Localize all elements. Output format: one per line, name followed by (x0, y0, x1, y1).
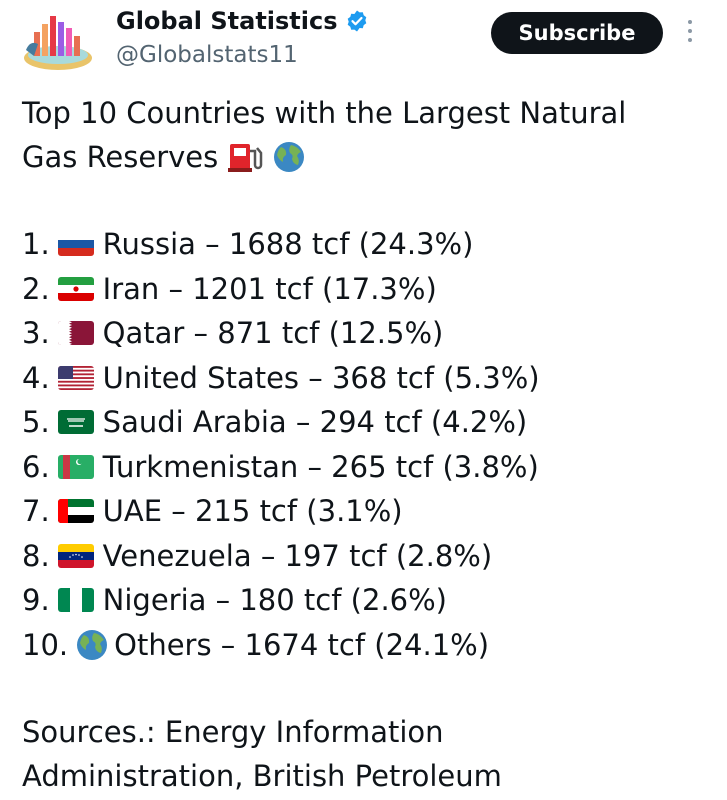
post-header: Global Statistics @Globalstats11 Subscri… (0, 0, 727, 80)
list-item-text: UAE – 215 tcf (3.1%) (102, 494, 403, 529)
list-item-number: 10. (22, 627, 69, 662)
globe-icon (76, 629, 108, 661)
venezuela-flag-icon (57, 543, 94, 568)
list-item-text: Qatar – 871 tcf (12.5%) (102, 316, 444, 351)
list-item: 2. Iran – 1201 tcf (17.3%) (22, 267, 540, 312)
list-item-number: 8. (22, 538, 50, 573)
turkmenistan-flag-icon (57, 454, 94, 479)
avatar[interactable] (20, 10, 96, 74)
list-item-number: 2. (22, 271, 50, 306)
usa-flag-icon (57, 365, 94, 390)
name-row: Global Statistics (116, 6, 369, 36)
title-line-1: Top 10 Countries with the Largest Natura… (22, 96, 627, 130)
list-item: 6. Turkmenistan – 265 tcf (3.8%) (22, 445, 540, 490)
list-item: 4. United States – 368 tcf (5.3%) (22, 356, 540, 401)
list-item-number: 1. (22, 227, 50, 262)
list-item: 9. Nigeria – 180 tcf (2.6%) (22, 578, 540, 623)
list-item-number: 6. (22, 449, 50, 484)
post-title: Top 10 Countries with the Largest Natura… (22, 91, 626, 185)
fuel-pump-icon (227, 141, 263, 185)
list-item-number: 7. (22, 494, 50, 529)
list-item-text: Turkmenistan – 265 tcf (3.8%) (102, 449, 539, 484)
sources-line-1: Sources.: Energy Information (22, 715, 444, 749)
subscribe-button[interactable]: Subscribe (491, 12, 663, 54)
display-name[interactable]: Global Statistics (116, 7, 338, 35)
list-item: 8. Venezuela – 197 tcf (2.8%) (22, 534, 540, 579)
more-options-icon[interactable] (684, 20, 696, 50)
list-item-text: Venezuela – 197 tcf (2.8%) (102, 538, 493, 573)
list-item: 5. Saudi Arabia – 294 tcf (4.2%) (22, 400, 540, 445)
globe-icon (273, 141, 305, 185)
list-item-number: 5. (22, 405, 50, 440)
list-item-text: Saudi Arabia – 294 tcf (4.2%) (102, 405, 528, 440)
list-item-text: Others – 1674 tcf (24.1%) (114, 627, 490, 662)
user-handle[interactable]: @Globalstats11 (116, 42, 298, 68)
list-item-number: 4. (22, 360, 50, 395)
nigeria-flag-icon (57, 588, 94, 613)
reserves-list: 1. Russia – 1688 tcf (24.3%) 2. Iran – 1201… (22, 222, 540, 667)
list-item-number: 3. (22, 316, 50, 351)
qatar-flag-icon (57, 321, 94, 346)
sources-line-2: Administration, British Petroleum (22, 759, 502, 793)
list-item: 7. UAE – 215 tcf (3.1%) (22, 489, 540, 534)
title-line-2-text: Gas Reserves (22, 140, 219, 174)
list-item-text: Iran – 1201 tcf (17.3%) (102, 271, 437, 306)
list-item: 1. Russia – 1688 tcf (24.3%) (22, 222, 540, 267)
title-line-2: Gas Reserves (22, 135, 626, 185)
saudi-arabia-flag-icon (57, 410, 94, 435)
russia-flag-icon (57, 232, 94, 257)
list-item-text: Russia – 1688 tcf (24.3%) (102, 227, 474, 262)
sources: Sources.: Energy Information Administrat… (22, 710, 712, 798)
list-item-text: United States – 368 tcf (5.3%) (102, 360, 540, 395)
list-item-text: Nigeria – 180 tcf (2.6%) (102, 583, 447, 618)
iran-flag-icon (57, 276, 94, 301)
uae-flag-icon (57, 499, 94, 524)
verified-badge-icon (345, 9, 369, 33)
list-item-number: 9. (22, 583, 50, 618)
list-item: 10. Others – 1674 tcf (24.1%) (22, 623, 540, 668)
list-item: 3. Qatar – 871 tcf (12.5%) (22, 311, 540, 356)
